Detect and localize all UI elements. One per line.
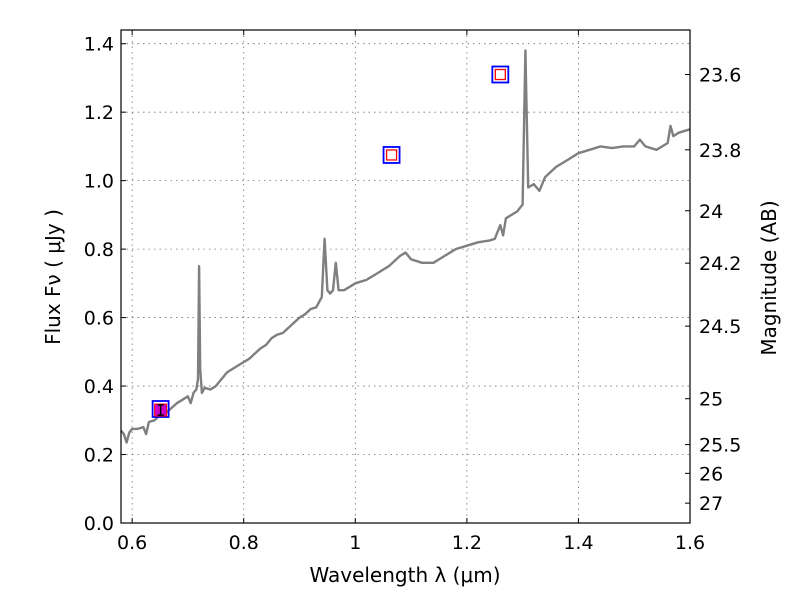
right-axis-label: Magnitude (AB) [757, 200, 781, 355]
synthetic-band-3-model-square [491, 65, 510, 84]
right-tick-label: 27 [699, 493, 723, 515]
right-tick-label: 25.5 [699, 435, 741, 457]
right-tick-label: 23.6 [699, 65, 741, 87]
y-tick-label: 0.6 [84, 308, 114, 330]
spectrum-line [120, 49, 691, 444]
synthetic-band-2-observed-point [385, 149, 398, 161]
right-tick-label: 24.5 [699, 316, 741, 338]
right-axis-ticks: 23.6 23.8 24 24.2 24.5 25 25.5 26 27 [685, 65, 741, 515]
right-tick-label: 26 [699, 463, 723, 485]
x-axis-ticks: 0.6 0.8 1 1.2 1.4 1.6 [117, 30, 705, 554]
y-tick-label: 1.2 [84, 102, 114, 124]
x-axis-label: Wavelength λ (μm) [309, 563, 500, 587]
right-tick-label: 24.2 [699, 253, 741, 275]
synthetic-band-1-model-square [151, 400, 170, 418]
series-layer [120, 49, 691, 444]
synthetic-band-2-model-square [382, 146, 401, 164]
marker-layer [151, 65, 510, 418]
synthetic-band-3-observed-point [494, 68, 506, 81]
x-tick-label: 0.6 [117, 532, 147, 554]
x-tick-label: 1.6 [675, 532, 705, 554]
y-tick-label: 0.2 [84, 445, 114, 467]
x-tick-label: 1.4 [563, 532, 593, 554]
x-tick-label: 1.2 [452, 532, 482, 554]
right-tick-label: 23.8 [699, 140, 741, 162]
right-tick-label: 25 [699, 389, 723, 411]
y-axis-label: Flux Fν ( μJy ) [41, 209, 65, 345]
y-tick-label: 0.0 [84, 513, 114, 535]
x-tick-label: 1 [349, 532, 361, 554]
y-tick-label: 0.8 [84, 239, 114, 261]
x-tick-label: 0.8 [229, 532, 259, 554]
y-axis-ticks: 0.0 0.2 0.4 0.6 0.8 1.0 1.2 1.4 [84, 34, 126, 535]
y-tick-label: 0.4 [84, 376, 114, 398]
right-tick-label: 24 [699, 201, 723, 223]
y-tick-label: 1.0 [84, 171, 114, 193]
grid-lines [121, 30, 691, 524]
plot-frame [120, 29, 691, 524]
y-tick-label: 1.4 [84, 34, 114, 56]
